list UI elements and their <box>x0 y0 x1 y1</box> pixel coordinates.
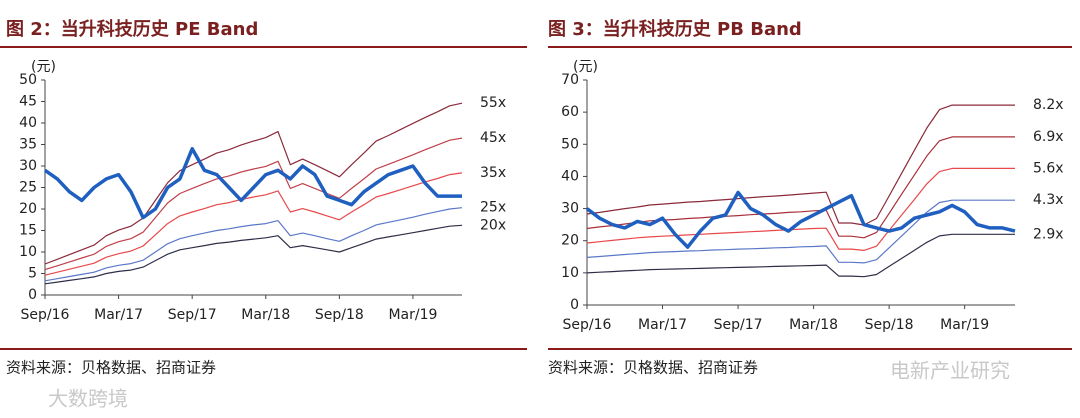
watermark: 电新产业研究 <box>890 359 1010 383</box>
y-tick-label: 40 <box>561 168 579 184</box>
x-tick-label: Sep/16 <box>563 317 612 333</box>
chart-title: 图 2：当升科技历史 PE Band <box>6 18 258 40</box>
x-tick-label: Mar/18 <box>789 317 838 333</box>
band-label: 20x <box>480 217 506 233</box>
price-line <box>43 147 462 220</box>
band-line <box>586 199 1015 264</box>
x-tick-label: Sep/17 <box>714 317 763 333</box>
band-line <box>44 207 463 282</box>
x-tick-label: Mar/17 <box>94 307 143 323</box>
band-label: 6.9x <box>1033 129 1064 145</box>
y-axis-label: (元) <box>573 59 598 75</box>
band-line <box>586 167 1015 251</box>
y-tick-label: 30 <box>561 201 579 217</box>
y-tick-label: 20 <box>19 201 37 217</box>
y-tick-label: 10 <box>561 265 579 281</box>
source: 资料来源：贝格数据、招商证券 <box>6 359 216 377</box>
band-line <box>586 104 1015 226</box>
y-tick-label: 40 <box>19 115 37 131</box>
source: 资料来源：贝格数据、招商证券 <box>548 359 758 377</box>
band-label: 8.2x <box>1033 97 1064 113</box>
y-tick-label: 45 <box>19 94 37 110</box>
y-tick-label: 0 <box>570 297 579 313</box>
y-tick-label: 50 <box>19 72 37 88</box>
band-label: 2.9x <box>1033 226 1064 242</box>
band-line <box>44 224 463 285</box>
y-tick-label: 0 <box>28 287 37 303</box>
y-tick-label: 15 <box>19 223 37 239</box>
y-tick-label: 50 <box>561 136 579 152</box>
band-line <box>586 233 1015 278</box>
band-label: 35x <box>480 165 506 181</box>
band-label: 5.6x <box>1033 160 1064 176</box>
y-tick-label: 25 <box>19 180 37 196</box>
x-tick-label: Sep/17 <box>168 307 217 323</box>
band-label: 45x <box>480 130 506 146</box>
x-tick-label: Sep/16 <box>21 307 70 323</box>
x-tick-label: Sep/18 <box>315 307 364 323</box>
y-tick-label: 20 <box>561 233 579 249</box>
y-axis-label: (元) <box>31 59 56 75</box>
band-line <box>44 172 463 276</box>
price-line <box>585 190 1016 249</box>
y-tick-label: 70 <box>561 72 579 88</box>
x-tick-label: Mar/18 <box>241 307 290 323</box>
y-tick-label: 5 <box>28 266 37 282</box>
band-label: 25x <box>480 200 506 216</box>
x-tick-label: Sep/18 <box>865 317 914 333</box>
band-label: 4.3x <box>1033 192 1064 208</box>
y-tick-label: 10 <box>19 244 37 260</box>
x-tick-label: Mar/19 <box>940 317 989 333</box>
y-tick-label: 60 <box>561 104 579 120</box>
x-tick-label: Mar/19 <box>388 307 437 323</box>
band-label: 55x <box>480 95 506 111</box>
band-line <box>44 102 463 265</box>
chart-title: 图 3：当升科技历史 PB Band <box>548 18 802 40</box>
x-tick-label: Mar/17 <box>638 317 687 333</box>
band-line <box>44 137 463 271</box>
y-tick-label: 30 <box>19 158 37 174</box>
watermark: 大数跨境 <box>48 387 128 411</box>
y-tick-label: 35 <box>19 137 37 153</box>
